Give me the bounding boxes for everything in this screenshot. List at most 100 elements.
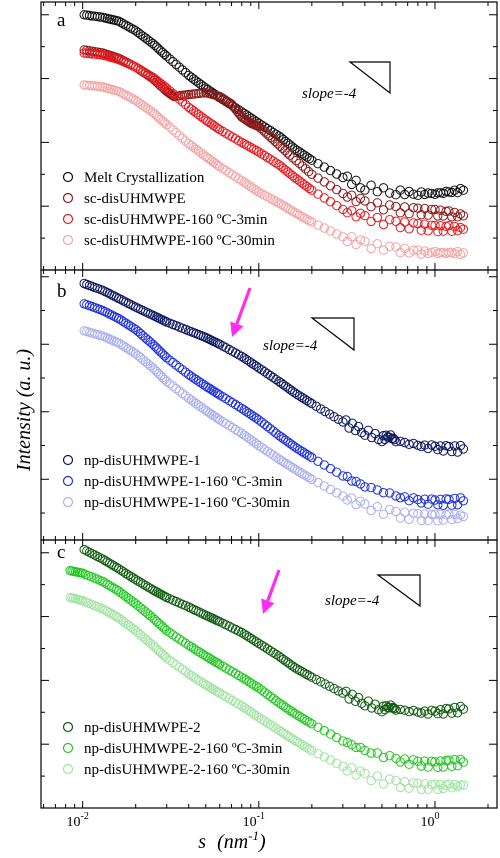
data-point xyxy=(408,755,419,765)
data-point xyxy=(458,444,469,454)
x-tick-label-base: 10 xyxy=(66,815,80,830)
data-point xyxy=(408,245,419,255)
data-point xyxy=(224,130,234,140)
data-point xyxy=(131,62,141,72)
data-point xyxy=(395,208,405,218)
data-point xyxy=(126,345,136,356)
data-point xyxy=(447,708,457,718)
data-point xyxy=(297,740,307,750)
data-point xyxy=(347,762,357,773)
data-point xyxy=(268,372,278,383)
data-point xyxy=(128,323,139,333)
data-point xyxy=(111,562,122,572)
data-point xyxy=(430,779,440,789)
data-point xyxy=(404,224,414,234)
data-point xyxy=(372,212,382,223)
data-point xyxy=(118,341,129,351)
data-point xyxy=(249,437,259,447)
data-point xyxy=(458,511,469,522)
data-point xyxy=(307,719,317,729)
data-point xyxy=(165,355,175,365)
data-point xyxy=(297,392,307,403)
data-point xyxy=(342,171,352,181)
data-point xyxy=(344,694,354,704)
data-point xyxy=(184,102,194,113)
data-point xyxy=(355,183,366,193)
data-point xyxy=(408,493,419,503)
data-point xyxy=(239,405,249,415)
data-point xyxy=(268,426,278,436)
data-point xyxy=(447,514,457,525)
data-point xyxy=(290,144,300,154)
data-point xyxy=(241,140,252,150)
data-point xyxy=(458,224,469,234)
data-point xyxy=(241,704,252,714)
data-point xyxy=(430,706,440,716)
data-point xyxy=(278,728,289,738)
arrow-head xyxy=(230,321,244,337)
data-point xyxy=(344,423,354,433)
data-point xyxy=(191,398,201,409)
data-point xyxy=(302,471,312,482)
data-point xyxy=(133,97,143,107)
data-point xyxy=(213,658,223,668)
data-point xyxy=(360,210,370,221)
data-point xyxy=(174,62,185,72)
data-point xyxy=(297,468,307,479)
data-point xyxy=(395,513,405,523)
data-point xyxy=(313,173,323,183)
data-point xyxy=(458,496,469,506)
data-point xyxy=(416,249,426,259)
data-point xyxy=(285,150,295,160)
data-point xyxy=(285,205,295,215)
data-point xyxy=(452,212,463,222)
data-point xyxy=(413,190,423,201)
data-point xyxy=(287,661,298,671)
data-point xyxy=(123,320,134,330)
data-point xyxy=(426,220,437,231)
data-point xyxy=(160,49,170,60)
data-point xyxy=(213,413,223,424)
panel-letter: b xyxy=(57,281,67,302)
legend-marker xyxy=(62,763,74,775)
data-point xyxy=(249,411,259,422)
data-point xyxy=(165,655,175,665)
data-point xyxy=(372,501,382,512)
data-point xyxy=(444,755,454,765)
data-point xyxy=(287,463,298,473)
data-point xyxy=(104,580,115,591)
data-point xyxy=(395,704,405,715)
data-point xyxy=(259,367,270,377)
data-point xyxy=(295,147,305,157)
data-point xyxy=(455,222,466,233)
data-point xyxy=(332,758,342,768)
data-point xyxy=(287,386,298,396)
data-point xyxy=(171,360,181,370)
data-point xyxy=(92,551,103,562)
data-point xyxy=(128,24,139,34)
data-point xyxy=(378,219,389,230)
data-point xyxy=(193,78,204,88)
data-point xyxy=(304,451,315,461)
data-point xyxy=(186,395,196,405)
data-point xyxy=(378,245,389,255)
data-point xyxy=(430,757,440,767)
data-point xyxy=(426,779,437,790)
data-point xyxy=(143,69,153,80)
data-point xyxy=(360,185,370,195)
data-point xyxy=(291,155,301,166)
data-point xyxy=(366,180,376,190)
data-point xyxy=(188,373,199,383)
data-point xyxy=(135,577,146,588)
data-point xyxy=(458,211,469,221)
data-point xyxy=(447,500,457,510)
data-point xyxy=(372,485,382,495)
data-point xyxy=(262,421,273,432)
data-point xyxy=(299,448,310,458)
data-point xyxy=(338,736,348,746)
data-point xyxy=(458,248,469,258)
data-point xyxy=(325,484,336,495)
data-point xyxy=(319,162,329,172)
data-point xyxy=(121,20,131,30)
data-point xyxy=(426,494,437,504)
